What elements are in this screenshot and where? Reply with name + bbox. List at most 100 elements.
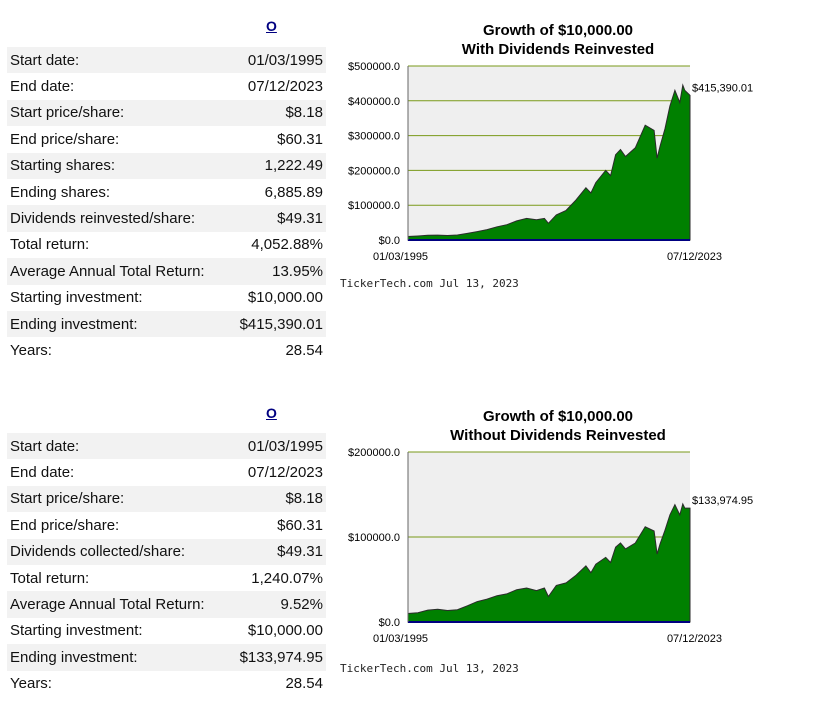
row-label: Years: [10,675,52,693]
row-value: $49.31 [225,538,326,565]
table-row: Starting investment: $10,000.00 [7,618,326,644]
row-label: Ending investment: [7,644,225,671]
row-value: 28.54 [285,341,323,359]
ticker-link[interactable]: O [266,18,277,34]
series-area [407,83,691,241]
y-tick-labels: $0.0 $100000.0 $200000.0 $300000.0 $400000.0… [348,61,400,247]
row-label: Average Annual Total Return: [7,258,225,285]
chart-title-line-2: With Dividends Reinvested [461,41,655,58]
row-label: End date: [10,464,75,482]
growth-chart-not-reinvested: $0.0 $100000.0 $200000.0 01/03/1995 07/12/2… [348,447,753,645]
chart-credit: TickerTech.com Jul 13, 2023 [340,662,519,675]
row-value: 01/03/1995 [225,47,326,74]
row-label: Starting investment: [10,622,143,640]
table-row: Ending shares: 6,885.89 [7,179,326,205]
table-row: Dividends reinvested/share: $49.31 [7,205,326,232]
row-value: 01/03/1995 [225,433,326,460]
y-tick-label: $100000.0 [348,200,400,212]
y-tick-label: $400000.0 [348,96,400,108]
row-label: Years: [10,341,52,359]
row-value: 6,885.89 [264,183,323,201]
stats-table: Start date: 01/03/1995 End date: 07/12/202… [7,47,326,364]
table-row: Start price/share: $8.18 [7,485,326,513]
chart-credit: TickerTech.com Jul 13, 2023 [340,277,519,290]
table-row: Start price/share: $8.18 [7,99,326,127]
row-label: Ending shares: [10,183,111,201]
row-value: $8.18 [225,485,326,513]
row-value: 4,052.88% [251,236,323,254]
y-tick-label: $300000.0 [348,131,400,143]
panel-with-dividends: O Start date: 01/03/1995 End date: 07/12/2… [7,18,753,364]
table-row: Dividends collected/share: $49.31 [7,538,326,565]
x-tick-label: 01/03/1995 [373,633,428,645]
x-tick-labels: 01/03/1995 07/12/2023 [373,251,722,263]
row-label: End price/share: [10,130,120,148]
table-row: End date: 07/12/2023 [7,459,326,485]
x-tick-label: 01/03/1995 [373,251,428,263]
row-label: Ending investment: [7,310,225,338]
stats-table: Start date: 01/03/1995 End date: 07/12/202… [7,433,326,697]
x-tick-label: 07/12/2023 [667,633,722,645]
y-tick-label: $200000.0 [348,165,400,177]
table-row: Total return: 4,052.88% [7,232,326,258]
row-label: Start date: [7,433,225,460]
row-label: End price/share: [10,516,120,534]
row-label: Start date: [7,47,225,74]
row-value: 07/12/2023 [247,464,323,482]
table-row: End date: 07/12/2023 [7,73,326,99]
row-value: $415,390.01 [225,310,326,338]
row-value: $8.18 [225,99,326,127]
x-tick-label: 07/12/2023 [667,251,722,263]
chart-title: Growth of $10,000.00 Without Dividends R… [408,407,708,445]
chart-title-line-1: Growth of $10,000.00 [482,408,634,425]
row-label: Start price/share: [7,99,225,127]
row-value: $10,000.00 [247,622,323,640]
row-value: $10,000.00 [247,289,323,307]
ticker-link[interactable]: O [266,405,277,421]
y-tick-label: $100000.0 [348,532,400,544]
table-row: Starting shares: 1,222.49 [7,152,326,179]
row-value: $133,974.95 [225,644,326,671]
growth-chart-reinvested: $0.0 $100000.0 $200000.0 $300000.0 $400000.0… [348,61,753,263]
y-tick-labels: $0.0 $100000.0 $200000.0 [348,447,400,629]
table-row: Average Annual Total Return: 9.52% [7,591,326,618]
table-row: Average Annual Total Return: 13.95% [7,258,326,285]
row-label: Dividends collected/share: [7,538,225,565]
y-tick-label: $500000.0 [348,61,400,73]
table-row: Ending investment: $133,974.95 [7,644,326,671]
row-label: Starting investment: [10,289,143,307]
chart-title-line-2: Without Dividends Reinvested [450,427,666,444]
chart-title-line-1: Growth of $10,000.00 [482,22,634,39]
table-row: End price/share: $60.31 [7,512,326,538]
row-value: 1,222.49 [225,152,326,179]
chart-title: Growth of $10,000.00 With Dividends Rein… [408,21,708,59]
row-value: 13.95% [225,258,326,285]
table-row: Years: 28.54 [7,671,326,697]
y-tick-label: $0.0 [379,235,400,247]
row-label: Total return: [10,236,90,254]
row-label: Average Annual Total Return: [7,591,225,618]
y-tick-label: $0.0 [379,617,400,629]
row-value: $49.31 [225,205,326,232]
table-row: Start date: 01/03/1995 [7,433,326,460]
y-tick-label: $200000.0 [348,447,400,459]
series-area [407,502,691,623]
row-label: Start price/share: [7,485,225,513]
row-label: Total return: [10,569,90,587]
row-value: 9.52% [225,591,326,618]
table-row: Start date: 01/03/1995 [7,47,326,74]
table-row: Ending investment: $415,390.01 [7,310,326,338]
row-value: 07/12/2023 [247,78,323,96]
end-value-label: $133,974.95 [692,495,753,507]
row-label: End date: [10,78,75,96]
end-value-label: $415,390.01 [692,82,753,94]
row-value: 1,240.07% [251,569,323,587]
table-row: Starting investment: $10,000.00 [7,285,326,311]
table-row: Years: 28.54 [7,337,326,363]
row-label: Starting shares: [7,152,225,179]
table-row: Total return: 1,240.07% [7,565,326,591]
row-value: 28.54 [285,675,323,693]
row-label: Dividends reinvested/share: [7,205,225,232]
row-value: $60.31 [277,516,323,534]
